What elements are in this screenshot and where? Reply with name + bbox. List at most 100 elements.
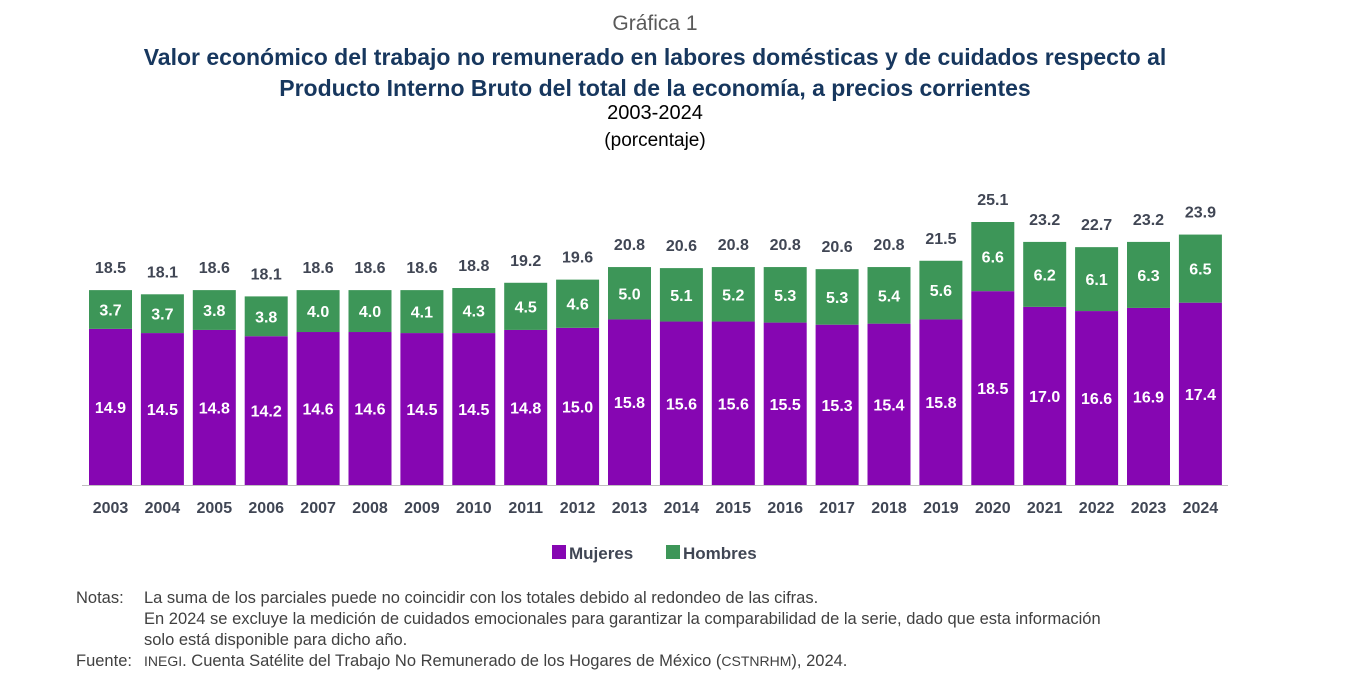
x-tick-label: 2018: [871, 500, 907, 517]
data-label-mujeres: 15.6: [718, 396, 749, 413]
bar-mujeres: [504, 329, 548, 485]
bar-hombres: [763, 267, 807, 323]
x-tick-label: 2017: [819, 500, 855, 517]
x-tick-label: 2019: [923, 500, 959, 517]
source-abbr: CSTNRHM: [721, 653, 792, 669]
legend-swatch-mujeres: [552, 545, 566, 559]
legend-swatch-hombres: [666, 545, 680, 559]
data-label-mujeres: 14.8: [199, 400, 230, 417]
bar-hombres: [919, 260, 963, 320]
data-label-mujeres: 17.0: [1029, 389, 1060, 406]
data-label-hombres: 4.3: [463, 304, 485, 321]
x-tick-label: 2012: [560, 500, 596, 517]
source-org: INEGI: [144, 653, 183, 669]
data-label-total: 23.9: [1185, 205, 1216, 222]
bar-hombres: [452, 288, 496, 334]
bar-mujeres: [711, 321, 755, 485]
title-line-2: Producto Interno Bruto del total de la e…: [279, 75, 1031, 101]
bar-mujeres: [192, 329, 236, 485]
data-label-mujeres: 16.6: [1081, 391, 1112, 408]
bar-mujeres: [1023, 306, 1067, 485]
x-tick-label: 2004: [145, 500, 181, 517]
x-tick-label: 2005: [197, 500, 233, 517]
bar-hombres: [867, 267, 911, 324]
data-label-hombres: 5.2: [722, 287, 744, 304]
bar-mujeres: [763, 322, 807, 485]
bar-mujeres: [400, 333, 444, 485]
data-label-hombres: 3.7: [99, 302, 121, 319]
note-1: La suma de los parciales puede no coinci…: [144, 589, 819, 607]
data-label-total: 20.8: [614, 237, 645, 254]
data-label-hombres: 6.5: [1189, 262, 1211, 279]
chart-unit: (porcentaje): [604, 130, 706, 151]
data-label-mujeres: 14.8: [510, 400, 541, 417]
data-label-total: 20.8: [718, 237, 749, 254]
x-tick-label: 2003: [93, 500, 129, 517]
bar-hombres: [89, 290, 132, 329]
data-label-mujeres: 14.5: [406, 402, 437, 419]
data-label-hombres: 5.1: [670, 288, 692, 305]
x-tick-label: 2013: [612, 500, 648, 517]
data-label-total: 18.6: [199, 260, 230, 277]
bar-hombres: [1075, 247, 1119, 312]
data-label-mujeres: 18.5: [977, 381, 1008, 398]
stacked-bar-chart: 14.9 3.7 18.5 2003 14.5 3.7 18.1 2004 14.8 3.8 18.…: [82, 192, 1228, 563]
data-label-mujeres: 15.8: [925, 395, 956, 412]
data-label-hombres: 5.6: [930, 283, 952, 300]
data-label-total: 18.1: [147, 264, 178, 281]
chart-title: Valor económico del trabajo no remunerad…: [0, 42, 1310, 104]
data-label-mujeres: 14.6: [303, 402, 334, 419]
bar-hombres: [192, 290, 236, 330]
bar-hombres: [608, 267, 651, 320]
data-label-total: 20.8: [873, 237, 904, 254]
x-tick-label: 2009: [404, 500, 440, 517]
source: Fuente: INEGI. Cuenta Satélite del Trabaj…: [76, 651, 1101, 672]
data-label-hombres: 4.0: [307, 304, 329, 321]
x-tick-label: 2021: [1027, 500, 1063, 517]
notes: Notas: La suma de los parciales puede no …: [76, 588, 1101, 672]
bar-hombres: [971, 222, 1015, 292]
data-label-total: 19.6: [562, 250, 593, 267]
x-tick-label: 2006: [248, 500, 284, 517]
data-label-hombres: 3.7: [151, 307, 173, 324]
source-label: Fuente:: [76, 652, 132, 670]
data-label-hombres: 5.3: [826, 290, 848, 307]
bar-mujeres: [348, 332, 392, 485]
data-label-total: 20.8: [770, 237, 801, 254]
x-tick-label: 2016: [767, 500, 803, 517]
x-tick-label: 2024: [1183, 500, 1219, 517]
data-label-total: 20.6: [822, 239, 853, 256]
data-label-total: 18.6: [406, 260, 437, 277]
x-tick-label: 2014: [664, 500, 700, 517]
bar-mujeres: [659, 321, 703, 485]
bar-mujeres: [244, 336, 288, 485]
x-tick-label: 2007: [300, 500, 336, 517]
bar-mujeres: [919, 319, 963, 485]
bar-mujeres: [296, 332, 340, 485]
legend-label-mujeres: Mujeres: [569, 544, 633, 563]
data-label-hombres: 3.8: [203, 303, 225, 320]
data-label-total: 25.1: [977, 192, 1008, 209]
title-line-1: Valor económico del trabajo no remunerad…: [143, 44, 1167, 70]
bar-hombres: [711, 267, 755, 322]
bar-hombres: [504, 282, 548, 330]
data-label-total: 18.8: [458, 258, 489, 275]
data-label-hombres: 4.5: [515, 299, 537, 316]
data-label-mujeres: 14.5: [147, 402, 178, 419]
data-label-hombres: 6.6: [982, 250, 1004, 267]
data-label-total: 19.2: [510, 253, 541, 270]
data-label-total: 23.2: [1029, 212, 1060, 229]
x-tick-label: 2020: [975, 500, 1011, 517]
data-label-hombres: 3.8: [255, 309, 277, 326]
data-label-total: 18.1: [251, 266, 282, 283]
x-tick-label: 2015: [716, 500, 752, 517]
data-label-hombres: 5.4: [878, 288, 900, 305]
bar-hombres: [815, 269, 859, 325]
data-label-mujeres: 15.8: [614, 395, 645, 412]
bar-hombres: [1127, 241, 1170, 308]
chart-kicker: Gráfica 1: [612, 12, 698, 35]
data-label-hombres: 4.1: [411, 305, 433, 322]
data-label-total: 18.5: [95, 260, 126, 277]
data-label-total: 22.7: [1081, 217, 1112, 234]
bar-mujeres: [1075, 311, 1119, 485]
